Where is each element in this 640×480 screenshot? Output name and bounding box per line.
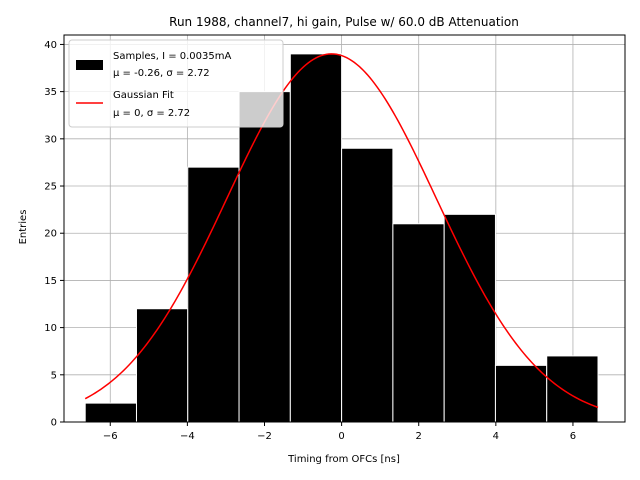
x-tick-label: −6 xyxy=(103,431,118,442)
y-tick-label: 30 xyxy=(44,134,57,145)
histogram-bar-4 xyxy=(238,91,291,423)
y-tick-label: 25 xyxy=(44,182,57,193)
gaussian-fit-line xyxy=(84,53,599,409)
histogram-bar-1 xyxy=(84,402,137,423)
x-tick-label: 0 xyxy=(338,431,344,442)
x-tick-label: −2 xyxy=(257,431,272,442)
histogram-bar-3 xyxy=(187,166,240,423)
histogram-bar-6 xyxy=(341,147,394,423)
legend-box xyxy=(68,39,284,128)
legend-label-samples: Samples, I = 0.0035mA xyxy=(113,51,231,62)
histogram-bar-7 xyxy=(392,223,445,423)
y-tick-label: 20 xyxy=(44,229,57,240)
plot-frame xyxy=(63,34,626,423)
histogram-bar-5 xyxy=(289,53,343,423)
legend-stats-samples: μ = -0.26, σ = 2.72 xyxy=(113,68,210,79)
histogram-bar-10 xyxy=(546,355,599,423)
axes: −6 −4 −2 0 2 4 6 0 5 10 15 20 25 30 35 40 xyxy=(44,34,626,442)
y-tick-label: 5 xyxy=(51,370,57,381)
x-tick-label: 2 xyxy=(416,431,422,442)
legend-label-fit: Gaussian Fit xyxy=(113,90,174,101)
histogram-bars xyxy=(84,53,599,423)
y-tick-label: 0 xyxy=(51,418,57,429)
histogram-bar-8 xyxy=(443,213,496,423)
histogram-bar-2 xyxy=(135,308,189,423)
x-axis-label: Timing from OFCs [ns] xyxy=(287,454,400,465)
chart-title: Run 1988, channel7, hi gain, Pulse w/ 60… xyxy=(169,15,519,29)
legend-swatch-samples xyxy=(76,60,103,70)
histogram-bar-9 xyxy=(494,364,548,423)
x-tick-label: 6 xyxy=(570,431,576,442)
y-tick-label: 35 xyxy=(44,87,57,98)
x-tick-label: −4 xyxy=(180,431,195,442)
legend-stats-fit: μ = 0, σ = 2.72 xyxy=(113,108,190,119)
legend: Samples, I = 0.0035mA μ = -0.26, σ = 2.7… xyxy=(68,39,284,128)
x-tick-label: 4 xyxy=(493,431,499,442)
y-tick-label: 40 xyxy=(44,40,57,51)
y-axis-label: Entries xyxy=(18,210,29,245)
y-tick-label: 15 xyxy=(44,276,57,287)
gaussian-fit xyxy=(84,53,599,409)
y-tick-label: 10 xyxy=(44,323,57,334)
